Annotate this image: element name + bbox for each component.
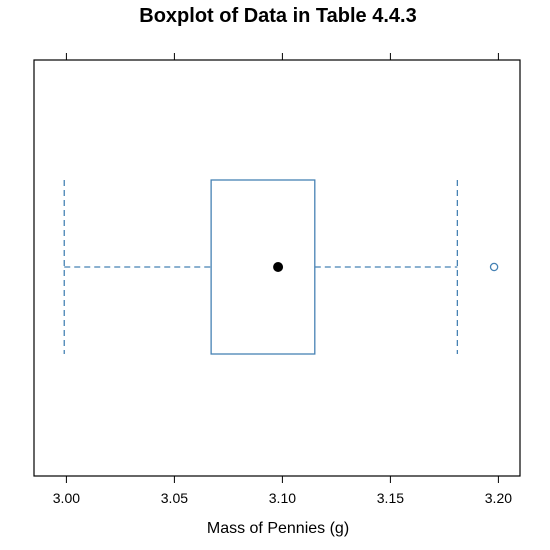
- iqr-box: [210, 179, 316, 355]
- x-tick-labels: 3.00 3.05 3.10 3.15 3.20: [53, 490, 512, 506]
- outlier-point: [489, 262, 499, 272]
- chart-title: Boxplot of Data in Table 4.4.3: [139, 5, 416, 27]
- x-tick-label: 3.10: [269, 490, 296, 506]
- top-axis-ticks: [65, 53, 499, 60]
- x-tick-label: 3.15: [377, 490, 404, 506]
- median-dot: [273, 262, 284, 272]
- bottom-axis-ticks: [65, 476, 499, 483]
- x-tick-label: 3.20: [485, 490, 512, 506]
- box-whisker-group: [63, 179, 499, 355]
- x-tick-label: 3.00: [53, 490, 80, 506]
- x-axis-label: Mass of Pennies (g): [207, 520, 349, 537]
- plot-frame: [33, 59, 521, 477]
- x-tick-label: 3.05: [161, 490, 188, 506]
